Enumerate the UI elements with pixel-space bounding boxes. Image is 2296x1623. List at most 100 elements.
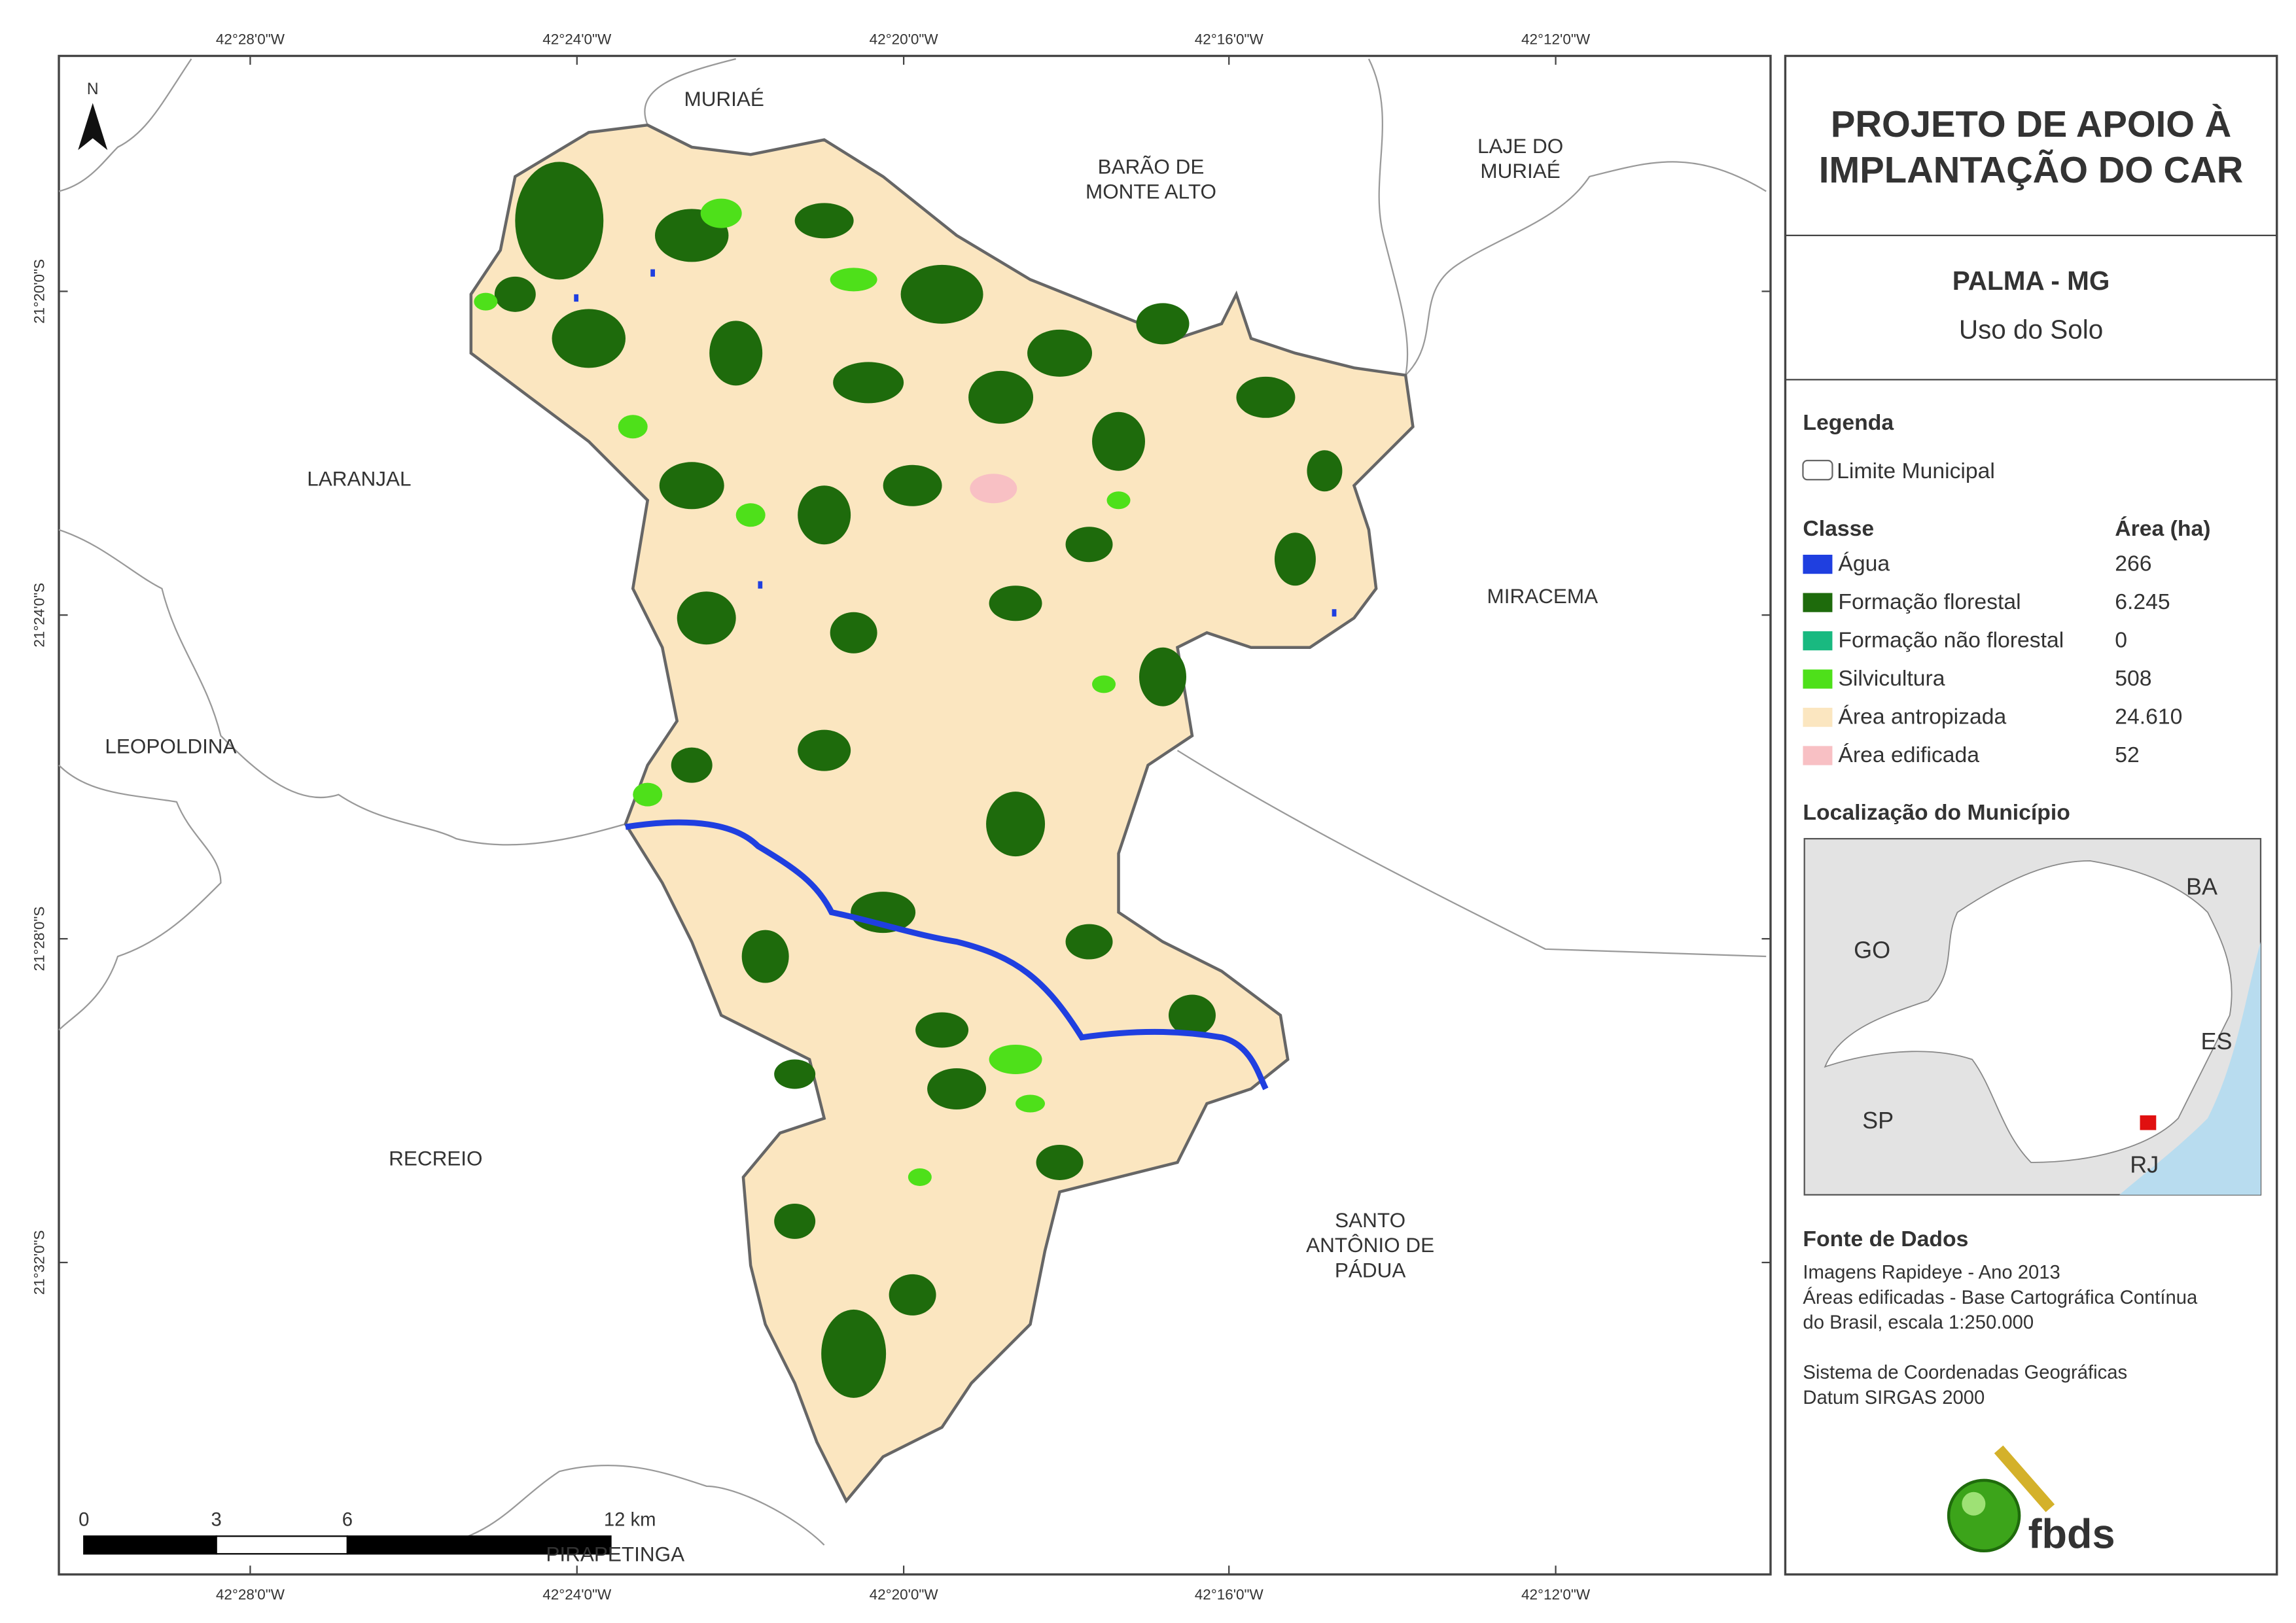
scale-bar xyxy=(83,1535,612,1555)
place-label: LAJE DO xyxy=(1477,134,1563,158)
forest-patches xyxy=(474,162,1343,1398)
legend-swatch xyxy=(1803,593,1833,612)
forest-patch xyxy=(1274,532,1316,586)
forest-patch xyxy=(1065,527,1113,563)
forest-patch xyxy=(1139,647,1186,707)
legend-class: Formação não florestal xyxy=(1838,628,2064,653)
forest-patch xyxy=(989,585,1042,621)
lon-label-top: 42°12'0"W xyxy=(1521,31,1591,47)
source-line: Áreas edificadas - Base Cartográfica Con… xyxy=(1803,1287,2198,1308)
place-label: LARANJAL xyxy=(307,466,411,490)
scale-label: 12 km xyxy=(604,1510,656,1531)
location-inset xyxy=(1803,837,2262,1196)
forest-patch xyxy=(1027,329,1093,377)
boundary-label: Limite Municipal xyxy=(1837,459,1995,483)
legend-area: 24.610 xyxy=(2115,705,2182,729)
lon-label-top: 42°16'0"W xyxy=(1195,31,1264,47)
water-patch xyxy=(574,294,579,302)
coordinate-labels: 42°28'0"W 42°28'0"W 42°24'0"W 42°24'0"W 42°2… xyxy=(31,31,1771,1603)
legend-swatch xyxy=(1803,554,1833,574)
north-arrow xyxy=(78,103,108,150)
forest-patch xyxy=(774,1203,816,1239)
legend-swatch xyxy=(1803,746,1833,765)
area-header: Área (ha) xyxy=(2115,516,2210,541)
lon-label-bottom: 42°24'0"W xyxy=(542,1586,612,1603)
scale-label: 6 xyxy=(342,1510,353,1531)
silviculture-patch xyxy=(700,198,742,228)
legend-swatch xyxy=(1803,631,1833,651)
forest-patch xyxy=(677,591,736,645)
forest-patch xyxy=(883,464,942,506)
forest-patch xyxy=(659,462,724,510)
class-header: Classe xyxy=(1803,516,1874,541)
source-line: Datum SIRGAS 2000 xyxy=(1803,1387,1985,1408)
state-label: RJ xyxy=(2130,1151,2159,1178)
legend-class: Formação florestal xyxy=(1838,589,2021,614)
legend-area: 6.245 xyxy=(2115,589,2170,614)
water-patch xyxy=(1332,609,1337,617)
location-title: Localização do Município xyxy=(1803,800,2070,825)
water-patch xyxy=(650,269,655,277)
place-label: SANTO xyxy=(1335,1208,1405,1232)
scale-labels: 0 3 6 12 km xyxy=(79,1510,656,1531)
boundary-swatch xyxy=(1802,459,1833,481)
forest-patch xyxy=(1236,376,1296,418)
lon-label-top: 42°20'0"W xyxy=(870,31,939,47)
scale-label: 3 xyxy=(211,1510,222,1531)
forest-patch xyxy=(1168,994,1216,1036)
forest-patch xyxy=(515,162,604,280)
forest-patch xyxy=(1307,450,1343,492)
forest-patch xyxy=(833,362,904,404)
place-label: PIRAPETINGA xyxy=(546,1543,684,1566)
source-lines: Imagens Rapideye - Ano 2013 Áreas edifica… xyxy=(1803,1263,2198,1408)
forest-patch xyxy=(889,1274,936,1316)
place-label: LEOPOLDINA xyxy=(105,735,236,758)
map-content xyxy=(58,58,1767,1546)
forest-patch xyxy=(1136,303,1190,345)
legend-area: 52 xyxy=(2115,742,2140,767)
silviculture-patch xyxy=(989,1045,1042,1075)
built-area xyxy=(970,474,1017,504)
silviculture-patch xyxy=(1092,675,1116,693)
place-label: MONTE ALTO xyxy=(1086,180,1216,203)
river xyxy=(625,819,1269,1091)
forest-patch xyxy=(915,1012,969,1048)
water-patch xyxy=(758,581,763,589)
forest-patch xyxy=(821,1309,887,1398)
source-title: Fonte de Dados xyxy=(1803,1227,1968,1251)
forest-patch xyxy=(1092,411,1146,471)
title-line: IMPLANTAÇÃO DO CAR xyxy=(1819,149,2244,190)
silviculture-patch xyxy=(735,503,766,527)
legend-area: 508 xyxy=(2115,666,2151,691)
silviculture-patch xyxy=(908,1168,932,1186)
source-line: Sistema de Coordenadas Geográficas xyxy=(1803,1363,2127,1384)
lon-label-bottom: 42°20'0"W xyxy=(870,1586,939,1603)
silviculture-patch xyxy=(633,782,663,807)
legend-class: Silvicultura xyxy=(1838,666,1945,691)
place-label: BARÃO DE xyxy=(1098,154,1205,178)
silviculture-patch xyxy=(1106,491,1131,510)
place-label: MURIAÉ xyxy=(1480,159,1560,183)
lon-label-bottom: 42°28'0"W xyxy=(216,1586,285,1603)
forest-patch xyxy=(709,321,763,386)
forest-patch xyxy=(741,930,789,983)
forest-patch xyxy=(671,747,713,783)
place-label: MURIAÉ xyxy=(684,87,764,111)
legend-swatch xyxy=(1803,707,1833,727)
forest-patch xyxy=(774,1059,816,1089)
silviculture-patch xyxy=(830,268,877,292)
source-line: Imagens Rapideye - Ano 2013 xyxy=(1803,1263,2060,1283)
state-label: ES xyxy=(2201,1028,2233,1055)
logo xyxy=(1947,1445,2055,1553)
legend-class: Água xyxy=(1838,551,1890,576)
forest-patch xyxy=(1036,1144,1084,1180)
lat-label: 21°24'0"S xyxy=(31,583,48,648)
lon-label-top: 42°24'0"W xyxy=(542,31,612,47)
logo-text: fbds xyxy=(2028,1511,2115,1557)
place-label: PÁDUA xyxy=(1335,1258,1405,1282)
legend-area: 0 xyxy=(2115,628,2127,653)
lat-label: 21°20'0"S xyxy=(31,259,48,324)
panel-frame xyxy=(1784,54,2278,1576)
state-label: GO xyxy=(1854,936,1890,963)
forest-patch xyxy=(927,1068,987,1109)
